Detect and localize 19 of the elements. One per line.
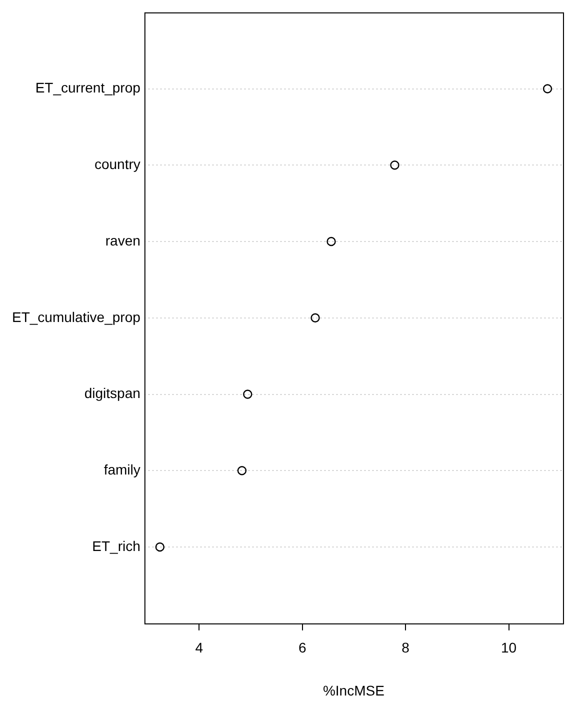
- x-axis-title: %IncMSE: [322, 682, 384, 698]
- point: [310, 313, 320, 322]
- y-tick-label: ET_rich: [92, 538, 140, 554]
- y-tick-label: digitspan: [84, 385, 140, 402]
- point: [237, 466, 247, 476]
- y-tick-label: raven: [105, 232, 140, 248]
- x-tick-label: 8: [402, 640, 410, 656]
- y-tick-label: family: [104, 462, 140, 478]
- y-tick-label: ET_current_prop: [35, 80, 141, 96]
- y-tick-label: ET_cumulative_prop: [12, 308, 141, 325]
- point: [326, 236, 336, 246]
- x-tick-label: 10: [501, 640, 517, 656]
- point: [390, 160, 400, 170]
- x-tick-label: 6: [298, 640, 306, 656]
- x-tick-label: 4: [195, 640, 204, 656]
- point: [155, 542, 164, 552]
- y-tick-label: country: [94, 156, 140, 172]
- point: [542, 84, 552, 94]
- point: [243, 390, 252, 399]
